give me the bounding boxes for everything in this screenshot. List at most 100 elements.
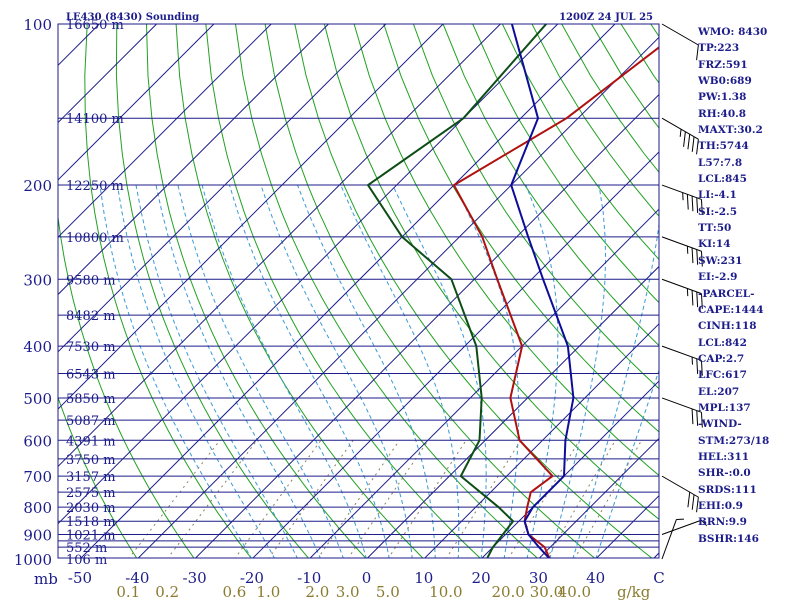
header-time: 1200Z 24 JUL 25 bbox=[559, 12, 653, 23]
temperature-tick-label: -50 bbox=[68, 569, 92, 587]
plot-frame bbox=[58, 24, 659, 558]
pressure-tick-label: 1000 bbox=[14, 551, 52, 569]
sounding-index-line: SW:231 bbox=[698, 253, 798, 269]
sounding-index-line: SI:-2.5 bbox=[698, 204, 798, 220]
sounding-index-line: MAXT:30.2 bbox=[698, 122, 798, 138]
pressure-tick-label: 900 bbox=[23, 527, 52, 545]
mixing-ratio-unit-label: g/kg bbox=[617, 583, 651, 600]
isotherm-line bbox=[195, 24, 730, 559]
mixing-ratio-tick-label: 3.0 bbox=[336, 583, 360, 600]
mixing-ratio-tick-label: 0.1 bbox=[116, 583, 140, 600]
sounding-profile-line bbox=[511, 24, 573, 559]
sounding-index-line: WMO: 8430 bbox=[698, 24, 798, 40]
header-station: LE430 (8430) Sounding bbox=[66, 12, 199, 23]
temperature-tick-label: 0 bbox=[362, 569, 372, 587]
sounding-index-line: L57:7.8 bbox=[698, 155, 798, 171]
height-label: 3157 m bbox=[66, 470, 116, 485]
mixing-ratio-tick-label: 10.0 bbox=[429, 583, 462, 600]
height-label: 106 m bbox=[66, 553, 107, 568]
dry-adiabat-line bbox=[236, 24, 539, 559]
sounding-profile-line bbox=[454, 24, 690, 559]
temperature-tick-label: C bbox=[653, 569, 664, 587]
height-label: 9580 m bbox=[66, 273, 116, 288]
plot-area bbox=[0, 24, 800, 559]
sounding-index-line: LCL:842 bbox=[698, 335, 798, 351]
wind-barb bbox=[662, 24, 698, 60]
pressure-unit-label: mb bbox=[34, 570, 58, 588]
moist-adiabat-line bbox=[550, 185, 606, 559]
sounding-index-line: SHR-:0.0 bbox=[698, 465, 798, 481]
wind-barb bbox=[662, 519, 684, 559]
moist-adiabat-line bbox=[341, 185, 459, 559]
height-label: 5087 m bbox=[66, 414, 116, 429]
dry-adiabat-line bbox=[295, 24, 653, 559]
sounding-index-line: STM:273/18 bbox=[698, 433, 798, 449]
mixing-ratio-tick-label: 0.2 bbox=[155, 583, 179, 600]
sounding-index-line: EHI:0.9 bbox=[698, 498, 798, 514]
height-label: 8482 m bbox=[66, 309, 116, 324]
wind-barb bbox=[662, 279, 702, 309]
mixing-ratio-tick-label: 20.0 bbox=[491, 583, 524, 600]
height-label: 10800 m bbox=[66, 231, 124, 246]
sounding-index-line: BRN:9.9 bbox=[698, 514, 798, 530]
pressure-tick-label: 500 bbox=[23, 390, 52, 408]
height-label: 6543 m bbox=[66, 367, 116, 382]
pressure-tick-label: 800 bbox=[23, 499, 52, 517]
mixing-ratio-tick-label: 2.0 bbox=[305, 583, 329, 600]
pressure-tick-label: 100 bbox=[23, 16, 52, 34]
moist-adiabat-line bbox=[455, 185, 519, 559]
sounding-index-line: -PARCEL- bbox=[698, 286, 798, 302]
mixing-ratio-tick-label: 1.0 bbox=[256, 583, 280, 600]
sounding-index-line: TH:5744 bbox=[698, 138, 798, 154]
sounding-index-line: HEL:311 bbox=[698, 449, 798, 465]
mixing-ratio-tick-label: 40.0 bbox=[558, 583, 591, 600]
pressure-tick-label: 400 bbox=[23, 338, 52, 356]
isotherm-line bbox=[137, 24, 672, 559]
sounding-index-line: PW:1.38 bbox=[698, 89, 798, 105]
wind-barb bbox=[662, 476, 698, 512]
height-label: 14100 m bbox=[66, 112, 124, 127]
dry-adiabat-line bbox=[116, 24, 309, 559]
pressure-tick-label: 300 bbox=[23, 271, 52, 289]
moist-adiabat-line bbox=[156, 185, 321, 559]
temperature-tick-label: -30 bbox=[183, 569, 207, 587]
temperature-tick-label: 20 bbox=[472, 569, 491, 587]
dry-adiabats bbox=[18, 24, 800, 559]
wind-barb bbox=[662, 346, 702, 376]
height-label: 3750 m bbox=[66, 453, 116, 468]
isobars bbox=[58, 24, 659, 559]
sounding-index-line: WB0:689 bbox=[698, 73, 798, 89]
sounding-index-line: FRZ:591 bbox=[698, 57, 798, 73]
sounding-index-line: BSHR:146 bbox=[698, 531, 798, 547]
height-label: 2575 m bbox=[66, 486, 116, 501]
mixing-ratio-tick-label: 5.0 bbox=[376, 583, 400, 600]
sounding-index-line: TP:223 bbox=[698, 40, 798, 56]
sounding-index-line: TT:50 bbox=[698, 220, 798, 236]
sounding-index-line: SRDS:111 bbox=[698, 482, 798, 498]
moist-adiabat-line bbox=[202, 185, 366, 559]
sounding-index-line: LCL:845 bbox=[698, 171, 798, 187]
sounding-index-line: EL:207 bbox=[698, 384, 798, 400]
sounding-index-line: -WIND- bbox=[698, 416, 798, 432]
height-label: 4391 m bbox=[66, 434, 116, 449]
height-label: 2030 m bbox=[66, 501, 116, 516]
height-label: 5850 m bbox=[66, 392, 116, 407]
sounding-index-line: CAP:2.7 bbox=[698, 351, 798, 367]
mixing-ratio-tick-label: 0.6 bbox=[223, 583, 247, 600]
wind-barb bbox=[662, 185, 702, 215]
sounding-index-line: MPL:137 bbox=[698, 400, 798, 416]
height-label: 12250 m bbox=[66, 179, 124, 194]
wind-barb bbox=[662, 237, 702, 267]
dry-adiabat-line bbox=[324, 24, 710, 559]
wind-barb bbox=[662, 398, 702, 428]
wind-barb bbox=[662, 118, 698, 154]
sounding-index-line: EI:-2.9 bbox=[698, 269, 798, 285]
moist-adiabat-line bbox=[573, 185, 663, 559]
sounding-index-line: LFC:617 bbox=[698, 367, 798, 383]
sounding-index-line: RH:40.8 bbox=[698, 106, 798, 122]
dry-adiabat-line bbox=[147, 24, 367, 559]
